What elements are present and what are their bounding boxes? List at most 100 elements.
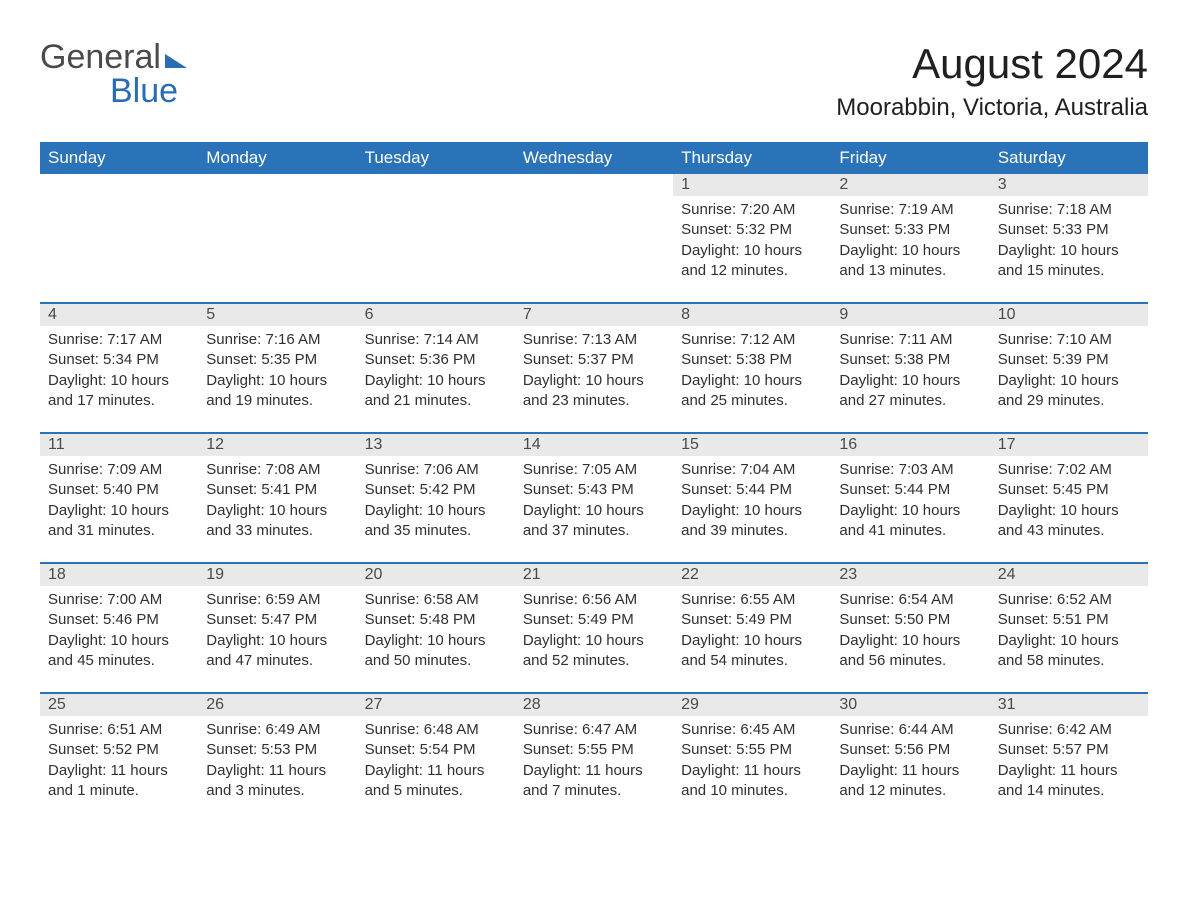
sunset-text: Sunset: 5:51 PM	[998, 610, 1140, 630]
sunset-text: Sunset: 5:55 PM	[523, 740, 665, 760]
day-number: 10	[990, 304, 1148, 326]
sunrise-text: Sunrise: 7:19 AM	[839, 200, 981, 220]
daylight-text: Daylight: 10 hours and 43 minutes.	[998, 501, 1140, 542]
col-monday: Monday	[198, 142, 356, 174]
day-cell: 18Sunrise: 7:00 AMSunset: 5:46 PMDayligh…	[40, 563, 198, 693]
day-number: 15	[673, 434, 831, 456]
sunset-text: Sunset: 5:55 PM	[681, 740, 823, 760]
day-number: 2	[831, 174, 989, 196]
daylight-text: Daylight: 11 hours and 10 minutes.	[681, 761, 823, 802]
day-number: 6	[357, 304, 515, 326]
daylight-text: Daylight: 10 hours and 45 minutes.	[48, 631, 190, 672]
sunset-text: Sunset: 5:35 PM	[206, 350, 348, 370]
sunrise-text: Sunrise: 7:00 AM	[48, 590, 190, 610]
daylight-text: Daylight: 10 hours and 17 minutes.	[48, 371, 190, 412]
sunrise-text: Sunrise: 6:45 AM	[681, 720, 823, 740]
daylight-text: Daylight: 10 hours and 50 minutes.	[365, 631, 507, 672]
sunset-text: Sunset: 5:56 PM	[839, 740, 981, 760]
sunrise-text: Sunrise: 6:56 AM	[523, 590, 665, 610]
week-row: 4Sunrise: 7:17 AMSunset: 5:34 PMDaylight…	[40, 303, 1148, 433]
day-cell: 23Sunrise: 6:54 AMSunset: 5:50 PMDayligh…	[831, 563, 989, 693]
day-number: 22	[673, 564, 831, 586]
day-body: Sunrise: 7:19 AMSunset: 5:33 PMDaylight:…	[831, 196, 989, 291]
day-number: 12	[198, 434, 356, 456]
sunrise-text: Sunrise: 7:18 AM	[998, 200, 1140, 220]
sunrise-text: Sunrise: 7:13 AM	[523, 330, 665, 350]
day-body: Sunrise: 7:04 AMSunset: 5:44 PMDaylight:…	[673, 456, 831, 551]
sunrise-text: Sunrise: 7:04 AM	[681, 460, 823, 480]
sunset-text: Sunset: 5:52 PM	[48, 740, 190, 760]
day-body: Sunrise: 6:55 AMSunset: 5:49 PMDaylight:…	[673, 586, 831, 681]
day-number: 29	[673, 694, 831, 716]
daylight-text: Daylight: 10 hours and 21 minutes.	[365, 371, 507, 412]
sunrise-text: Sunrise: 6:59 AM	[206, 590, 348, 610]
day-body: Sunrise: 6:59 AMSunset: 5:47 PMDaylight:…	[198, 586, 356, 681]
logo-mark-icon	[165, 40, 193, 74]
sunrise-text: Sunrise: 7:09 AM	[48, 460, 190, 480]
day-number: 13	[357, 434, 515, 456]
day-number: 17	[990, 434, 1148, 456]
sunrise-text: Sunrise: 6:48 AM	[365, 720, 507, 740]
day-cell: 30Sunrise: 6:44 AMSunset: 5:56 PMDayligh…	[831, 693, 989, 822]
col-wednesday: Wednesday	[515, 142, 673, 174]
sunset-text: Sunset: 5:36 PM	[365, 350, 507, 370]
title-block: August 2024 Moorabbin, Victoria, Austral…	[836, 40, 1148, 122]
sunset-text: Sunset: 5:48 PM	[365, 610, 507, 630]
day-body: Sunrise: 7:11 AMSunset: 5:38 PMDaylight:…	[831, 326, 989, 421]
day-number: 31	[990, 694, 1148, 716]
day-cell: 20Sunrise: 6:58 AMSunset: 5:48 PMDayligh…	[357, 563, 515, 693]
day-cell	[357, 174, 515, 303]
day-body: Sunrise: 7:16 AMSunset: 5:35 PMDaylight:…	[198, 326, 356, 421]
sunrise-text: Sunrise: 6:51 AM	[48, 720, 190, 740]
day-number	[357, 174, 515, 178]
day-cell: 25Sunrise: 6:51 AMSunset: 5:52 PMDayligh…	[40, 693, 198, 822]
day-number	[198, 174, 356, 178]
daylight-text: Daylight: 10 hours and 25 minutes.	[681, 371, 823, 412]
day-number: 1	[673, 174, 831, 196]
sunset-text: Sunset: 5:44 PM	[839, 480, 981, 500]
day-body: Sunrise: 7:05 AMSunset: 5:43 PMDaylight:…	[515, 456, 673, 551]
day-cell	[40, 174, 198, 303]
sunset-text: Sunset: 5:40 PM	[48, 480, 190, 500]
day-body: Sunrise: 6:42 AMSunset: 5:57 PMDaylight:…	[990, 716, 1148, 811]
day-cell: 15Sunrise: 7:04 AMSunset: 5:44 PMDayligh…	[673, 433, 831, 563]
day-body: Sunrise: 7:09 AMSunset: 5:40 PMDaylight:…	[40, 456, 198, 551]
daylight-text: Daylight: 11 hours and 12 minutes.	[839, 761, 981, 802]
day-cell: 12Sunrise: 7:08 AMSunset: 5:41 PMDayligh…	[198, 433, 356, 563]
day-number: 19	[198, 564, 356, 586]
day-number: 24	[990, 564, 1148, 586]
sunrise-text: Sunrise: 7:08 AM	[206, 460, 348, 480]
day-cell: 26Sunrise: 6:49 AMSunset: 5:53 PMDayligh…	[198, 693, 356, 822]
logo-word2: Blue	[38, 72, 178, 110]
day-cell: 2Sunrise: 7:19 AMSunset: 5:33 PMDaylight…	[831, 174, 989, 303]
daylight-text: Daylight: 10 hours and 19 minutes.	[206, 371, 348, 412]
sunrise-text: Sunrise: 7:20 AM	[681, 200, 823, 220]
daylight-text: Daylight: 10 hours and 29 minutes.	[998, 371, 1140, 412]
sunset-text: Sunset: 5:49 PM	[681, 610, 823, 630]
day-number: 3	[990, 174, 1148, 196]
sunrise-text: Sunrise: 7:05 AM	[523, 460, 665, 480]
day-number	[40, 174, 198, 178]
daylight-text: Daylight: 10 hours and 47 minutes.	[206, 631, 348, 672]
day-body: Sunrise: 6:54 AMSunset: 5:50 PMDaylight:…	[831, 586, 989, 681]
day-body: Sunrise: 7:18 AMSunset: 5:33 PMDaylight:…	[990, 196, 1148, 291]
day-number: 30	[831, 694, 989, 716]
day-cell: 21Sunrise: 6:56 AMSunset: 5:49 PMDayligh…	[515, 563, 673, 693]
day-cell: 29 Sunrise: 6:45 AMSunset: 5:55 PMDayligh…	[673, 693, 831, 822]
day-body: Sunrise: 7:14 AMSunset: 5:36 PMDaylight:…	[357, 326, 515, 421]
page-title: August 2024	[836, 40, 1148, 88]
sunset-text: Sunset: 5:38 PM	[681, 350, 823, 370]
daylight-text: Daylight: 10 hours and 23 minutes.	[523, 371, 665, 412]
day-body: Sunrise: 7:03 AMSunset: 5:44 PMDaylight:…	[831, 456, 989, 551]
day-body: Sunrise: 6:44 AMSunset: 5:56 PMDaylight:…	[831, 716, 989, 811]
daylight-text: Daylight: 10 hours and 39 minutes.	[681, 501, 823, 542]
calendar-table: Sunday Monday Tuesday Wednesday Thursday…	[40, 142, 1148, 822]
sunrise-text: Sunrise: 7:10 AM	[998, 330, 1140, 350]
sunset-text: Sunset: 5:44 PM	[681, 480, 823, 500]
day-body: Sunrise: 6:52 AMSunset: 5:51 PMDaylight:…	[990, 586, 1148, 681]
day-cell	[198, 174, 356, 303]
day-cell: 24Sunrise: 6:52 AMSunset: 5:51 PMDayligh…	[990, 563, 1148, 693]
day-number: 20	[357, 564, 515, 586]
day-cell: 28Sunrise: 6:47 AMSunset: 5:55 PMDayligh…	[515, 693, 673, 822]
day-cell: 5Sunrise: 7:16 AMSunset: 5:35 PMDaylight…	[198, 303, 356, 433]
